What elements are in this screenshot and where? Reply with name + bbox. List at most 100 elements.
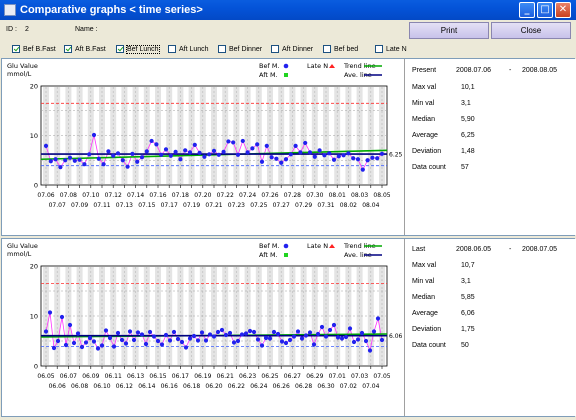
data-point xyxy=(226,139,231,144)
x-tick-label: 06.28 xyxy=(295,383,312,390)
checkbox-box[interactable] xyxy=(218,45,226,53)
data-point xyxy=(215,329,221,335)
checkbox-box[interactable] xyxy=(323,45,331,53)
data-point xyxy=(347,326,353,331)
data-point xyxy=(365,158,370,163)
x-tick-label: 08.04 xyxy=(362,202,379,209)
data-point xyxy=(115,151,121,156)
data-point xyxy=(43,143,49,148)
filter-checkbox-bef-b-fast[interactable]: Bef B.Fast xyxy=(12,44,56,54)
y-axis-unit: mmol/L xyxy=(7,70,32,78)
checkbox-box[interactable] xyxy=(64,45,72,53)
x-tick-label: 07.25 xyxy=(250,202,267,209)
x-tick-label: 06.11 xyxy=(105,373,122,380)
x-tick-label: 07.30 xyxy=(306,192,323,199)
data-point xyxy=(87,152,92,157)
data-point xyxy=(291,334,297,339)
legend-trend: Trend line xyxy=(343,242,376,250)
data-point xyxy=(323,334,329,339)
data-point xyxy=(299,336,305,341)
x-tick-label: 08.03 xyxy=(351,192,368,199)
data-point xyxy=(235,152,241,157)
data-point xyxy=(119,337,125,343)
data-point xyxy=(96,156,101,161)
period-label: Present xyxy=(412,67,437,74)
filter-checkbox-late-n[interactable]: Late N xyxy=(375,44,407,54)
period-sep: - xyxy=(509,246,512,253)
data-point xyxy=(58,165,63,170)
legend-aft-marker xyxy=(284,73,288,77)
data-point xyxy=(130,151,135,156)
print-button[interactable]: Print xyxy=(409,22,489,39)
checkbox-box[interactable] xyxy=(12,45,20,53)
legend-bef-m: Bef M. xyxy=(259,62,280,70)
x-tick-label: 08.01 xyxy=(329,192,346,199)
filter-checkbox-bef-dinner[interactable]: Bef Dinner xyxy=(218,44,262,54)
x-tick-label: 07.18 xyxy=(172,192,189,199)
y-tick-label: 20 xyxy=(30,263,38,271)
data-point xyxy=(311,342,317,347)
data-point xyxy=(259,159,265,164)
data-point xyxy=(111,153,116,158)
checkbox-box[interactable] xyxy=(168,45,176,53)
data-point xyxy=(187,336,193,341)
filter-checkbox-bef-bed[interactable]: Bef bed xyxy=(323,44,358,54)
data-point xyxy=(279,160,284,165)
data-point xyxy=(295,329,301,334)
stat-value-average: 6,06 xyxy=(461,310,475,317)
stat-label-median: Median xyxy=(412,116,435,123)
legend-bef-marker xyxy=(283,243,289,249)
filter-checkbox-aft-dinner[interactable]: Aft Dinner xyxy=(271,44,313,54)
filter-checkbox-bef-lunch[interactable]: Bef Lunch xyxy=(116,44,160,54)
period-label: Last xyxy=(412,246,426,253)
legend-bef-marker xyxy=(283,63,289,69)
filter-checkbox-aft-b-fast[interactable]: Aft B.Fast xyxy=(64,44,106,54)
legend-trend: Trend line xyxy=(343,62,376,70)
data-point xyxy=(207,332,213,337)
stat-label-deviation: Deviation xyxy=(412,326,442,333)
data-point xyxy=(79,344,85,350)
data-point xyxy=(77,157,82,162)
x-tick-label: 06.10 xyxy=(93,383,110,390)
checkbox-box[interactable] xyxy=(375,45,383,53)
data-point xyxy=(360,167,365,172)
checkbox-box[interactable] xyxy=(116,45,124,53)
name-label: Name : xyxy=(75,26,98,33)
legend-late-n: Late N xyxy=(307,62,328,70)
data-point xyxy=(67,155,73,160)
checkbox-box[interactable] xyxy=(271,45,279,53)
data-point xyxy=(144,149,149,154)
data-point xyxy=(192,142,197,148)
x-tick-label: 07.20 xyxy=(194,192,211,199)
stat-label-max: Max val xyxy=(412,84,437,91)
checkbox-label: Bef B.Fast xyxy=(23,45,56,53)
stat-label-average: Average xyxy=(412,310,438,317)
data-point xyxy=(63,158,68,163)
maximize-button[interactable]: □ xyxy=(537,2,553,18)
data-point xyxy=(269,155,274,160)
legend-aft-m: Aft M. xyxy=(259,71,278,79)
stat-value-median: 5,85 xyxy=(461,294,475,301)
data-point xyxy=(363,338,369,344)
data-point xyxy=(223,332,229,338)
data-point xyxy=(199,330,205,335)
stat-label-deviation: Deviation xyxy=(412,148,442,155)
data-point xyxy=(120,158,125,163)
data-point xyxy=(343,334,349,340)
data-point xyxy=(197,150,202,155)
stat-value-max: 10,7 xyxy=(461,262,475,269)
data-point xyxy=(159,152,164,157)
title-bar[interactable]: Comparative graphs < time series> _ □ ✕ xyxy=(0,0,576,20)
x-tick-label: 06.30 xyxy=(317,383,334,390)
x-tick-label: 08.02 xyxy=(340,202,357,209)
close-window-button[interactable]: ✕ xyxy=(555,2,571,18)
minimize-button[interactable]: _ xyxy=(519,2,535,18)
last-chart-panel: Glu Value mmol/L Bef M. Aft M. Late N Trend l… xyxy=(1,238,576,417)
filter-checkbox-aft-lunch[interactable]: Aft Lunch xyxy=(168,44,209,54)
data-point xyxy=(370,155,375,160)
data-point xyxy=(351,156,356,161)
data-point xyxy=(71,340,77,346)
x-tick-label: 07.23 xyxy=(228,202,245,209)
data-point xyxy=(283,157,289,162)
close-button[interactable]: Close xyxy=(491,22,571,39)
